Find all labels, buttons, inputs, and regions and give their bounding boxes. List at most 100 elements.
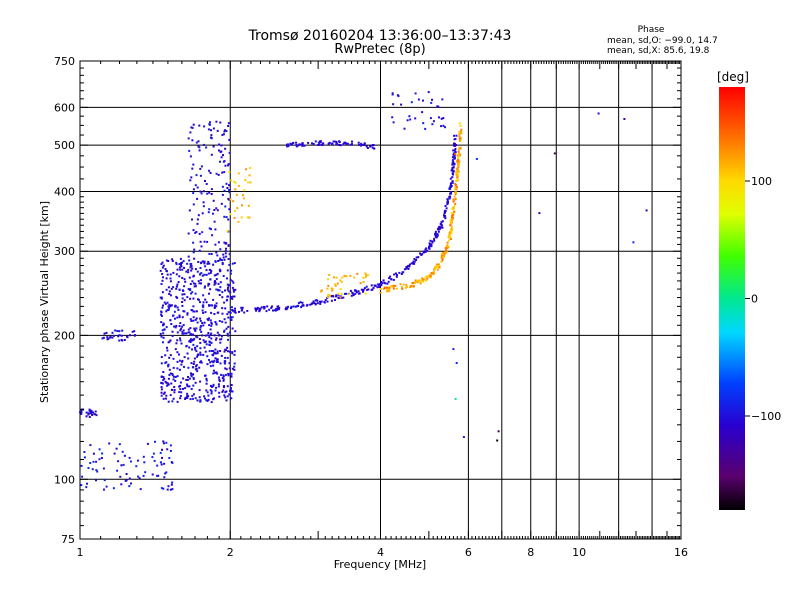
data-point bbox=[453, 155, 456, 158]
y-tick-label: 750 bbox=[54, 55, 75, 68]
data-point bbox=[404, 286, 407, 289]
data-point bbox=[240, 306, 243, 309]
data-point bbox=[197, 261, 200, 263]
data-point bbox=[331, 289, 334, 292]
data-point bbox=[90, 409, 93, 412]
data-point bbox=[231, 390, 234, 393]
data-point bbox=[450, 220, 453, 222]
data-point bbox=[107, 337, 110, 340]
data-point bbox=[211, 304, 213, 307]
data-point bbox=[230, 269, 233, 272]
data-point bbox=[217, 289, 220, 292]
data-point bbox=[194, 292, 197, 295]
data-point bbox=[173, 386, 176, 388]
data-point bbox=[278, 306, 281, 309]
data-point bbox=[224, 373, 227, 376]
data-point bbox=[144, 471, 147, 474]
data-point bbox=[248, 216, 251, 219]
data-point bbox=[205, 183, 208, 185]
data-point bbox=[200, 330, 203, 333]
data-point bbox=[452, 169, 455, 172]
data-point bbox=[199, 328, 202, 331]
data-point bbox=[87, 467, 90, 469]
data-point bbox=[371, 288, 374, 291]
data-point bbox=[438, 227, 441, 230]
data-point bbox=[453, 162, 456, 165]
data-point bbox=[167, 383, 170, 386]
data-point bbox=[453, 205, 456, 208]
data-point bbox=[373, 147, 376, 150]
data-point bbox=[413, 260, 416, 263]
data-point bbox=[243, 311, 246, 314]
data-point bbox=[248, 174, 251, 177]
data-point bbox=[176, 331, 179, 334]
data-point bbox=[387, 280, 390, 283]
data-point bbox=[163, 462, 166, 465]
data-point bbox=[233, 295, 236, 298]
data-point bbox=[191, 397, 194, 400]
data-point bbox=[358, 292, 361, 295]
data-point bbox=[203, 273, 206, 276]
data-point bbox=[330, 295, 333, 298]
data-point bbox=[198, 389, 201, 392]
data-point bbox=[330, 287, 333, 290]
data-point bbox=[456, 172, 459, 174]
data-point bbox=[220, 156, 223, 159]
data-point bbox=[434, 234, 437, 237]
data-point bbox=[167, 341, 170, 344]
data-point bbox=[233, 368, 236, 371]
data-point bbox=[220, 373, 222, 376]
data-point bbox=[382, 279, 385, 282]
data-point bbox=[164, 302, 167, 305]
data-point bbox=[196, 336, 199, 339]
data-point bbox=[290, 307, 292, 310]
data-point bbox=[393, 273, 396, 276]
data-point bbox=[210, 193, 213, 195]
data-point bbox=[178, 368, 181, 371]
data-point bbox=[200, 165, 203, 168]
data-point bbox=[538, 212, 541, 215]
data-point bbox=[191, 348, 193, 351]
data-point bbox=[201, 322, 204, 324]
data-point bbox=[459, 124, 462, 127]
data-point bbox=[440, 224, 443, 227]
data-point bbox=[405, 284, 408, 287]
data-point bbox=[189, 398, 192, 401]
data-point bbox=[162, 332, 165, 335]
data-point bbox=[414, 117, 417, 120]
data-point bbox=[448, 197, 451, 200]
data-point bbox=[180, 265, 183, 268]
data-point bbox=[255, 308, 258, 311]
data-point bbox=[331, 142, 333, 145]
x-tick-label: 1 bbox=[77, 546, 84, 559]
data-point bbox=[105, 485, 108, 488]
data-point bbox=[223, 394, 226, 397]
data-point bbox=[334, 140, 337, 143]
data-point bbox=[198, 149, 201, 152]
data-point bbox=[292, 305, 295, 308]
data-point bbox=[419, 252, 421, 255]
data-point bbox=[219, 350, 222, 352]
data-point bbox=[174, 305, 177, 308]
data-point bbox=[213, 371, 216, 374]
data-point bbox=[189, 297, 192, 300]
data-point bbox=[194, 285, 197, 288]
data-point bbox=[176, 306, 179, 309]
data-point bbox=[379, 291, 382, 294]
data-point bbox=[297, 302, 300, 305]
data-point bbox=[210, 341, 213, 344]
data-point bbox=[204, 311, 207, 314]
data-point bbox=[335, 276, 338, 279]
data-point bbox=[227, 334, 230, 337]
data-point bbox=[179, 337, 181, 340]
data-point bbox=[451, 213, 454, 216]
data-point bbox=[199, 273, 202, 276]
chart-title: Tromsø 20160204 13:36:00–13:37:43 bbox=[248, 28, 512, 44]
data-point bbox=[203, 262, 206, 265]
data-point bbox=[170, 483, 173, 486]
data-point bbox=[553, 152, 556, 155]
data-point bbox=[228, 208, 231, 211]
data-point bbox=[221, 263, 224, 266]
data-point bbox=[196, 218, 199, 221]
data-point bbox=[395, 275, 398, 278]
